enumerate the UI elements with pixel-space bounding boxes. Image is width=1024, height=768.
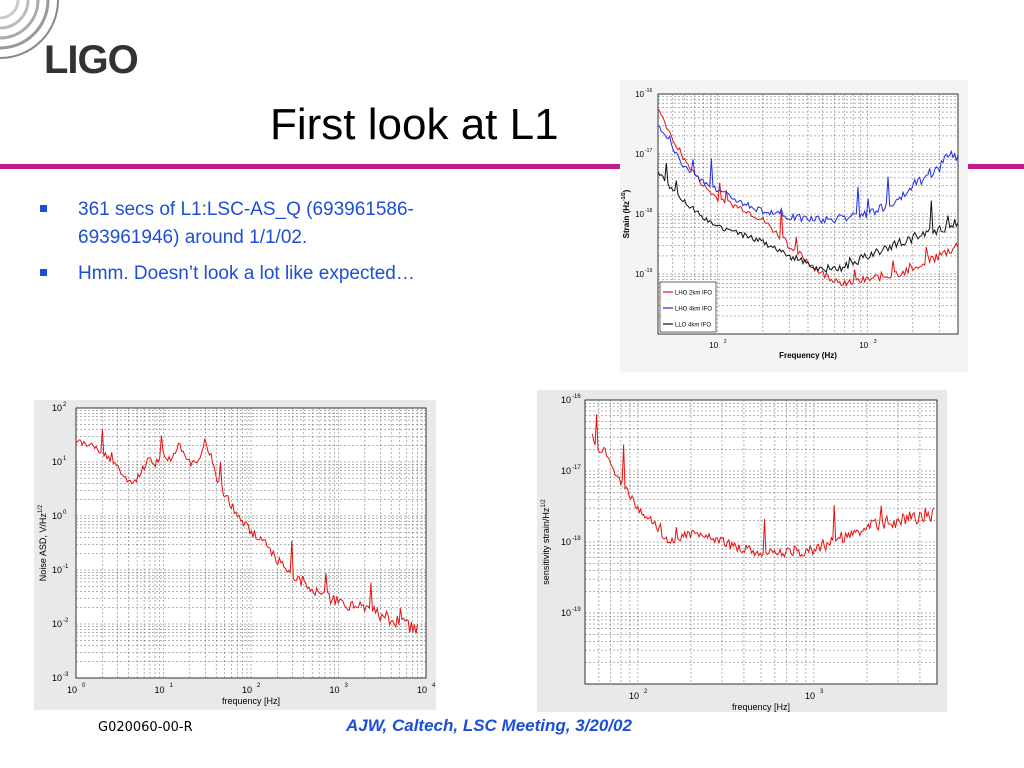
y-tick-exponent: 2 [63, 402, 67, 408]
y-tick-exponent: 1 [63, 456, 67, 462]
y-tick-label: 10 [52, 403, 62, 413]
y-tick-label: 10 [52, 565, 62, 575]
x-tick-label: 10 [805, 691, 815, 701]
y-axis-label-group: Noise ASD, V/Hz1/2 [38, 504, 48, 581]
y-axis-label: Noise ASD, V/Hz1/2 [38, 504, 48, 581]
y-tick-exponent: -1 [63, 564, 69, 570]
bullet-text: 361 secs of L1:LSC-AS_Q (693961586-69396… [78, 199, 414, 248]
y-tick-label: 10 [52, 619, 62, 629]
footer-document-code: G020060-00-R [98, 720, 193, 735]
bullet-item: Hmm. Doesn’t look a lot like expected… [36, 260, 416, 288]
y-axis-label: Strain (Hz-1/2) [621, 189, 631, 238]
y-tick-label: 10 [635, 150, 644, 159]
y-tick-exponent: 0 [63, 510, 67, 516]
y-tick-exponent: -17 [645, 148, 652, 154]
x-axis-label: Frequency (Hz) [779, 351, 837, 360]
y-tick-label: 10 [52, 457, 62, 467]
x-tick-label: 10 [417, 685, 427, 695]
y-tick-label: 10 [52, 511, 62, 521]
x-tick-label: 10 [67, 685, 77, 695]
y-tick-exponent: -2 [63, 618, 69, 624]
x-tick-label: 10 [242, 685, 252, 695]
x-tick-label: 10 [329, 685, 339, 695]
series-line [657, 125, 959, 225]
grid-lines [76, 408, 426, 678]
x-tick-exponent: 2 [644, 689, 648, 695]
y-tick-exponent: -3 [63, 672, 69, 678]
y-tick-label: 10 [635, 270, 644, 279]
slide-title: First look at L1 [270, 100, 559, 149]
y-axis-label: sensitivity strain/Hz1/2 [541, 499, 551, 585]
series-line [657, 162, 959, 274]
bullet-list: 361 secs of L1:LSC-AS_Q (693961586-69396… [36, 196, 416, 296]
bullet-square-icon [40, 269, 47, 276]
x-tick-label: 10 [629, 691, 639, 701]
y-tick-exponent: -16 [572, 394, 581, 400]
y-tick-exponent: -17 [572, 465, 581, 471]
y-tick-label: 10 [635, 210, 644, 219]
x-tick-exponent: 1 [170, 683, 174, 689]
x-tick-exponent: 0 [82, 683, 86, 689]
legend-entry: LLO 4km IFO [675, 323, 711, 329]
x-axis-label: frequency [Hz] [732, 702, 790, 712]
x-tick-exponent: 3 [345, 683, 349, 689]
ligo-logo-arcs-icon [0, 0, 59, 59]
y-tick-exponent: -18 [645, 208, 652, 214]
x-tick-exponent: 3 [820, 689, 824, 695]
x-tick-exponent: 3 [874, 339, 877, 345]
noise-asd-chart: 10 0 10 1 10 2 10 3 10 410 210 110 010 -110 -210 -3freq… [34, 400, 436, 710]
bullet-item: 361 secs of L1:LSC-AS_Q (693961586-69396… [36, 196, 416, 252]
y-axis-label-group: sensitivity strain/Hz1/2 [541, 499, 551, 585]
x-tick-label: 10 [859, 341, 868, 350]
y-tick-label: 10 [561, 537, 571, 547]
y-tick-exponent: -16 [645, 88, 652, 94]
y-tick-exponent: -19 [572, 607, 581, 613]
bullet-square-icon [40, 205, 47, 212]
x-tick-exponent: 4 [432, 683, 436, 689]
y-tick-label: 10 [635, 90, 644, 99]
y-tick-exponent: -18 [572, 536, 581, 542]
x-tick-label: 10 [154, 685, 164, 695]
x-tick-exponent: 2 [724, 339, 727, 345]
bullet-text: Hmm. Doesn’t look a lot like expected… [78, 263, 415, 284]
series-line [75, 429, 418, 634]
y-tick-label: 10 [561, 466, 571, 476]
x-tick-label: 10 [709, 341, 718, 350]
series-line [591, 414, 935, 559]
x-tick-exponent: 2 [257, 683, 261, 689]
y-tick-label: 10 [561, 395, 571, 405]
grid-lines [585, 400, 937, 684]
footer-credit: AJW, Caltech, LSC Meeting, 3/20/02 [346, 716, 632, 735]
title-divider [0, 164, 1024, 169]
y-axis-label-group: Strain (Hz-1/2) [621, 189, 631, 238]
legend-entry: LHO 4km IFO [675, 307, 712, 313]
ligo-logo-text: LIGO [44, 38, 139, 82]
y-tick-label: 10 [561, 608, 571, 618]
y-tick-exponent: -19 [645, 268, 652, 274]
y-tick-label: 10 [52, 673, 62, 683]
chart-legend: LHO 2km IFO LHO 4km IFO LLO 4km IFO [659, 281, 717, 333]
legend-entry: LHO 2km IFO [675, 291, 712, 297]
x-axis-label: frequency [Hz] [222, 696, 280, 706]
